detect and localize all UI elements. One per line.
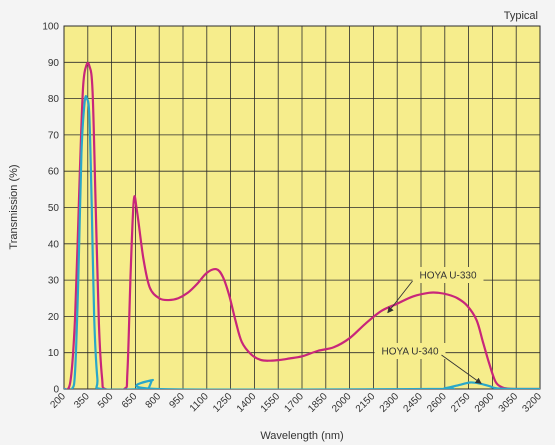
x-tick-label: 350 (72, 391, 92, 411)
x-tick-label: 1550 (259, 391, 283, 415)
y-tick-label: 90 (48, 58, 60, 69)
y-tick-label: 60 (48, 167, 60, 178)
x-tick-label: 2450 (401, 391, 425, 415)
annotation-label-bg (412, 267, 484, 283)
annotation-label: HOYA U-340 (381, 347, 438, 358)
x-axis-label: Wavelength (nm) (260, 430, 343, 442)
series-line-hoya-u-340 (64, 95, 540, 389)
x-tick-label: 2300 (378, 391, 402, 415)
x-tick-label: 2600 (425, 391, 449, 415)
annotations: HOYA U-330 HOYA U-340 (374, 267, 484, 384)
x-tick-label: 1850 (306, 391, 330, 415)
series-line-hoya-u-330 (64, 61, 540, 389)
x-tick-label: 1100 (188, 391, 211, 414)
y-tick-label: 10 (48, 348, 60, 359)
y-axis-label: Transmission (%) (8, 164, 20, 249)
x-tick-label: 3200 (520, 391, 544, 415)
x-tick-label: 500 (96, 391, 116, 411)
chart-note: Typical (504, 10, 538, 22)
annotation-arrow (441, 354, 482, 384)
y-tick-label: 50 (48, 203, 60, 214)
x-tick-label: 1400 (235, 391, 259, 415)
y-tick-label: 30 (48, 276, 60, 287)
y-tick-label: 80 (48, 94, 60, 105)
x-tick-label: 1250 (211, 391, 235, 415)
x-tick-label: 1700 (282, 391, 306, 415)
y-tick-label: 100 (42, 22, 59, 33)
x-tick-label: 2150 (354, 391, 378, 415)
annotation-label-bg (374, 343, 446, 359)
x-tick-label: 3050 (497, 391, 521, 415)
x-tick-label: 200 (48, 391, 68, 411)
y-tick-label: 20 (48, 312, 60, 323)
y-axis-ticks: 0 10 20 30 40 50 60 70 80 90 100 (42, 22, 59, 396)
y-tick-label: 40 (48, 239, 60, 250)
x-axis-ticks: 200 350 500 650 800 950 1100 1250 1400 1550 1700 18… (48, 391, 544, 415)
annotation-arrow (387, 280, 413, 314)
x-tick-label: 950 (167, 391, 187, 411)
x-tick-label: 2750 (449, 391, 473, 415)
x-tick-label: 2000 (330, 391, 354, 415)
x-tick-label: 650 (120, 391, 140, 411)
annotation-label: HOYA U-330 (419, 271, 476, 282)
x-tick-label: 800 (144, 391, 164, 411)
series-group (64, 61, 540, 389)
y-tick-label: 0 (53, 385, 59, 396)
x-tick-label: 2900 (473, 391, 497, 415)
y-tick-label: 70 (48, 130, 60, 141)
